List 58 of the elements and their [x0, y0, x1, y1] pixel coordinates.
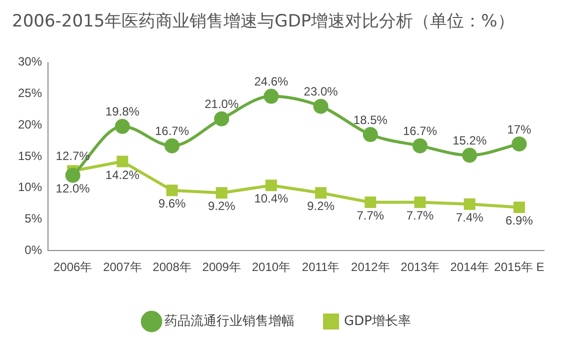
point: [464, 198, 476, 210]
point: [164, 138, 180, 154]
chart-title: 2006-2015年医药商业销售增速与GDP增速对比分析（单位：%）: [12, 12, 514, 32]
x-tick-label: 2013年: [400, 260, 440, 274]
point: [462, 148, 478, 163]
point: [364, 196, 376, 208]
x-tick-label: 2008年: [152, 260, 192, 274]
data-label: 24.6%: [254, 74, 289, 89]
point: [315, 187, 327, 199]
data-label: 7.7%: [406, 208, 434, 223]
data-label: 15.2%: [452, 134, 487, 148]
x-tick-label: 2009年: [202, 260, 241, 274]
data-label: 9.2%: [208, 199, 236, 214]
point: [313, 98, 328, 114]
data-label: 16.7%: [155, 124, 190, 138]
point: [265, 180, 277, 192]
y-tick-label: 20%: [18, 117, 42, 132]
data-label: 7.7%: [356, 208, 384, 223]
point: [166, 184, 178, 196]
x-tick-label: 2011年: [302, 260, 340, 274]
data-label: 18.5%: [353, 112, 388, 127]
x-tick-label: 2007年: [103, 260, 142, 274]
y-tick-label: 5%: [24, 212, 42, 226]
y-tick-label: 25%: [18, 86, 42, 100]
point: [362, 127, 378, 142]
legend-label: 药品流通行业销售增幅: [164, 312, 295, 329]
data-label: 9.6%: [158, 196, 186, 211]
point: [216, 187, 228, 199]
point: [412, 138, 428, 154]
data-label: 6.9%: [506, 214, 534, 228]
data-label: 17%: [507, 122, 532, 136]
data-label: 16.7%: [402, 124, 438, 138]
point: [512, 136, 527, 152]
y-tick-label: 10%: [18, 180, 42, 194]
x-tick-label: 2015年 E: [494, 260, 544, 274]
data-label: 10.4%: [254, 192, 289, 206]
data-label: 23.0%: [304, 84, 338, 99]
data-label: 9.2%: [307, 199, 335, 214]
point: [214, 111, 230, 126]
x-tick-label: 2010年: [252, 260, 291, 274]
y-tick-label: 30%: [18, 54, 42, 69]
data-label: 19.8%: [105, 104, 140, 119]
point: [414, 196, 426, 208]
x-tick-label: 2014年: [450, 260, 489, 274]
point: [65, 168, 80, 183]
data-label: 7.4%: [456, 210, 484, 224]
x-tick-label: 2006年: [53, 260, 92, 274]
data-label: 14.2%: [105, 168, 140, 182]
y-tick-label: 15%: [18, 148, 42, 163]
point: [114, 118, 130, 134]
point: [513, 202, 525, 214]
point: [116, 156, 128, 168]
y-tick-label: 0%: [24, 242, 42, 257]
data-label: 12.0%: [56, 182, 90, 196]
legend-label: GDP增长率: [344, 312, 411, 329]
x-tick-label: 2012年: [351, 260, 390, 274]
point: [264, 88, 279, 104]
data-label: 21.0%: [204, 97, 239, 112]
